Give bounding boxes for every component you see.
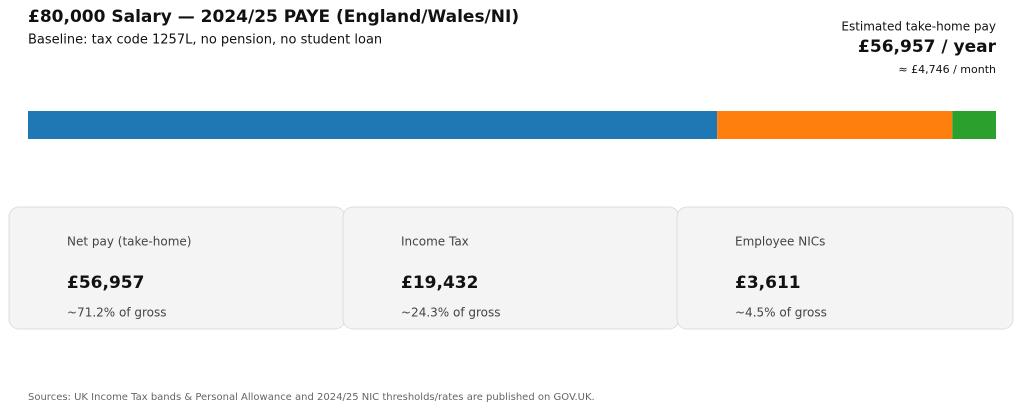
chart-subtitle: Baseline: tax code 1257L, no pension, no… [28, 33, 382, 48]
card-value: £19,432 [401, 273, 478, 293]
card [342, 206, 680, 330]
bar-segment [952, 111, 996, 139]
headline-label: Estimated take-home pay [841, 20, 996, 34]
chart-title: £80,000 Salary — 2024/25 PAYE (England/W… [28, 7, 519, 27]
card-value: £56,957 [67, 273, 144, 293]
card-share: ~4.5% of gross [735, 306, 827, 320]
bar-segment [717, 111, 953, 139]
bar-segment [28, 111, 718, 139]
card [676, 206, 1014, 330]
source-note: Sources: UK Income Tax bands & Personal … [28, 392, 595, 403]
card-label: Net pay (take-home) [67, 235, 191, 249]
headline-monthly: ≈ £4,746 / month [898, 63, 996, 76]
card-label: Income Tax [401, 235, 469, 249]
card-label: Employee NICs [735, 235, 825, 249]
card-share: ~24.3% of gross [401, 306, 501, 320]
card-value: £3,611 [735, 273, 801, 293]
card-share: ~71.2% of gross [67, 306, 167, 320]
card [8, 206, 346, 330]
headline-annual: £56,957 / year [858, 37, 997, 57]
